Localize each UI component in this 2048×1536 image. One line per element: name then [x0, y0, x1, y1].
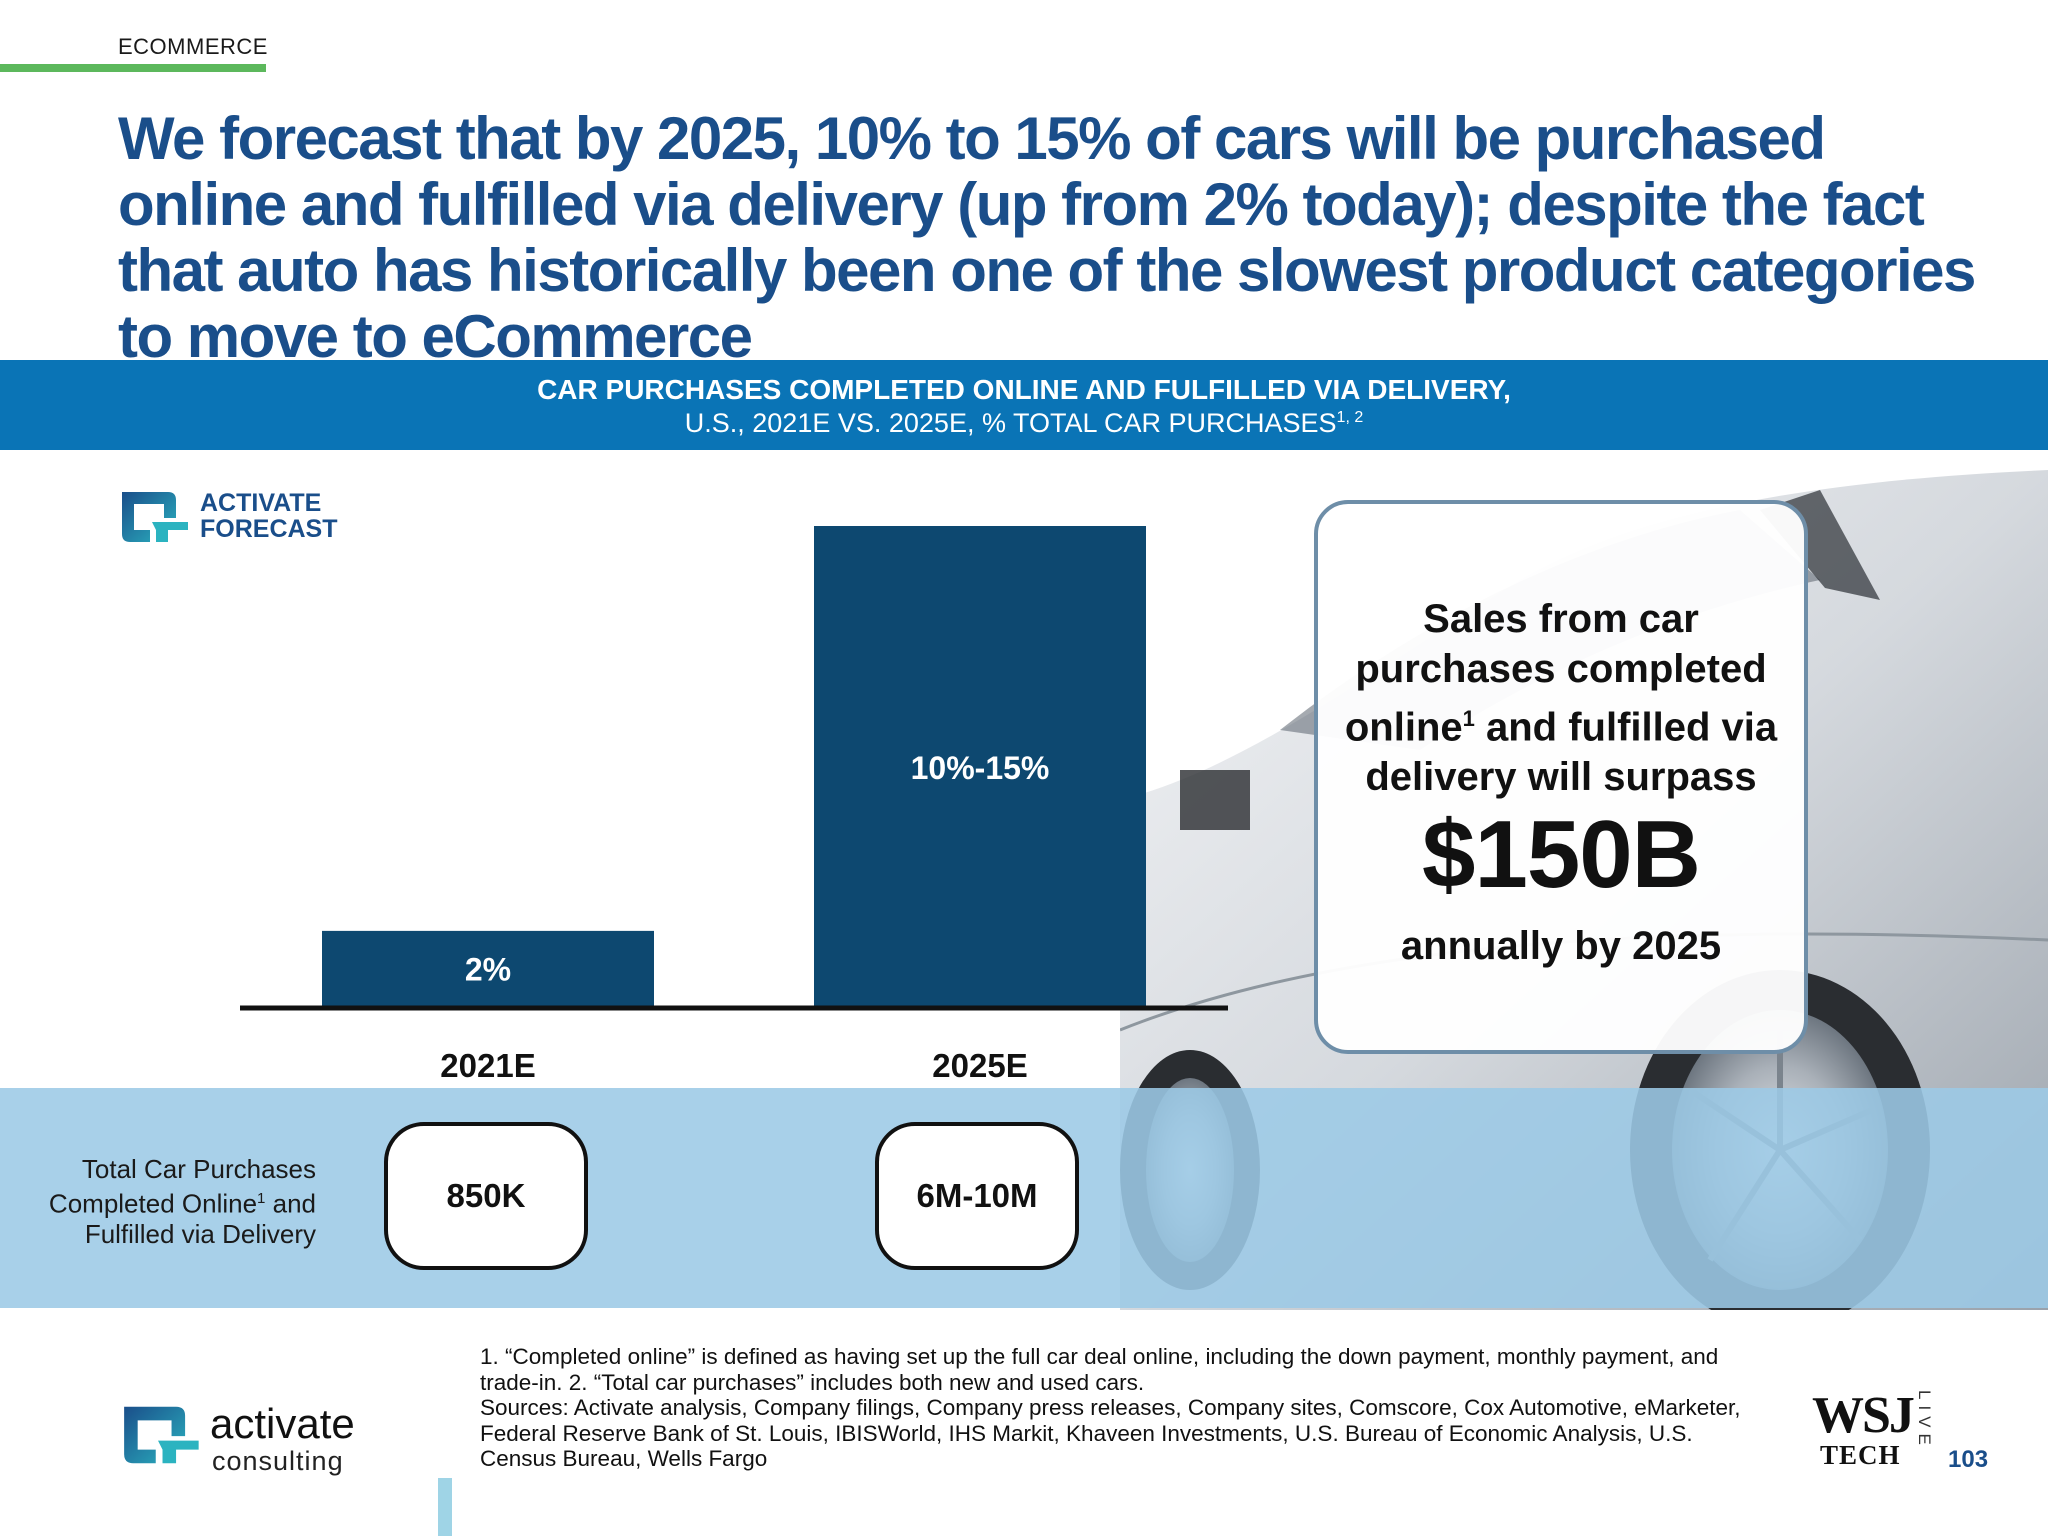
footnote-definitions: 1. “Completed online” is defined as havi… [480, 1344, 1719, 1395]
forecast-logo-line2: FORECAST [200, 515, 338, 543]
chart-title-banner: CAR PURCHASES COMPLETED ONLINE AND FULFI… [0, 360, 2048, 450]
bar-value-label: 10%-15% [911, 750, 1050, 786]
chart-subtitle: U.S., 2021E VS. 2025E, % TOTAL CAR PURCH… [684, 408, 1337, 438]
bar-chart: 2% 2021E 10%-15% 2025E [240, 526, 1228, 1080]
section-accent-rule [0, 64, 266, 72]
callout-text-a: Sales from car purchases completed onlin… [1344, 597, 1767, 750]
x-tick-label: 2021E [440, 1047, 535, 1080]
page-number: 103 [1948, 1446, 1989, 1473]
logo-word-consulting: consulting [212, 1446, 344, 1476]
live-logo-text: LIVE [1915, 1390, 1934, 1451]
footnote-sources: Sources: Activate analysis, Company fili… [480, 1395, 1741, 1471]
bar-2025E [814, 526, 1146, 1008]
activate-consulting-logo-icon [124, 1406, 199, 1464]
callout-box: Sales from car purchases completed onlin… [1314, 500, 1808, 1054]
x-tick-label: 2025E [932, 1047, 1027, 1080]
callout-text: Sales from car purchases completed onlin… [1328, 594, 1794, 802]
footnotes: 1. “Completed online” is defined as havi… [480, 1344, 1750, 1472]
activate-forecast-logo: ACTIVATE FORECAST [116, 486, 338, 548]
bar-value-label: 2% [465, 951, 511, 987]
callout-text-b: and fulfilled via delivery will surpass [1365, 705, 1778, 800]
bar-2021E [322, 930, 654, 1008]
logo-word-activate: activate [210, 1400, 355, 1447]
metric-pill-2025: 6M-10M [875, 1122, 1079, 1270]
callout-tail: annually by 2025 [1400, 924, 1722, 968]
row-label-text-end: and Fulfilled via Delivery [84, 1188, 316, 1249]
forecast-logo-line1: ACTIVATE [200, 489, 322, 517]
page-headline: We forecast that by 2025, 10% to 15% of … [118, 105, 1976, 370]
tech-logo-text: TECH [1820, 1440, 1901, 1470]
chart-title-line1: CAR PURCHASES COMPLETED ONLINE AND FULFI… [537, 374, 1511, 405]
callout-big-number: $150B [1422, 801, 1701, 908]
activate-logo-icon [122, 492, 188, 542]
chart-subtitle-footnote-ref: 1, 2 [1336, 409, 1364, 426]
wsj-logo-text: WSJ [1812, 1387, 1915, 1444]
row-label-footnote-ref: 1 [257, 1190, 266, 1207]
section-label: ECOMMERCE [118, 34, 268, 59]
chart-title-line2: U.S., 2021E VS. 2025E, % TOTAL CAR PURCH… [0, 408, 2048, 439]
row-label-text: Total Car Purchases Completed Online [48, 1154, 316, 1219]
footer-accent-bar [438, 1478, 452, 1536]
row-label-total-online-purchases: Total Car Purchases Completed Online1 an… [40, 1154, 316, 1249]
wsj-tech-live-logo: WSJ TECH LIVE [1810, 1386, 1934, 1476]
metric-pill-2021: 850K [384, 1122, 588, 1270]
activate-consulting-logo: activate consulting [116, 1400, 416, 1480]
callout-footnote-ref: 1 [1462, 706, 1475, 731]
